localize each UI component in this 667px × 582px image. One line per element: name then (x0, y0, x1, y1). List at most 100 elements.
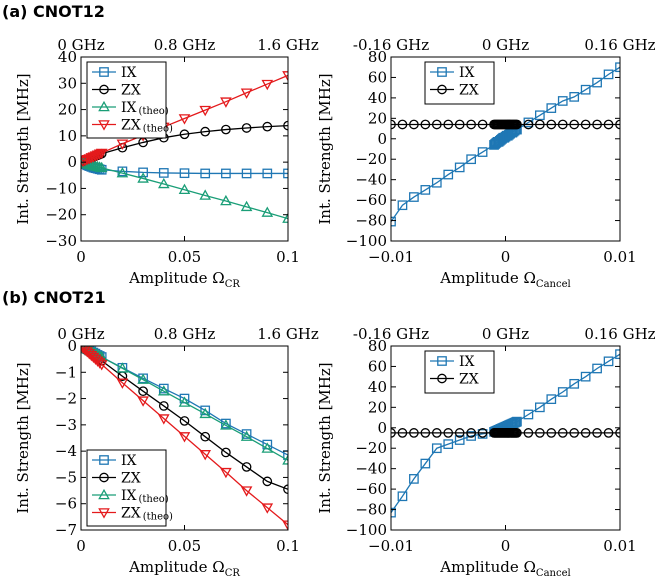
data-point (466, 428, 476, 438)
data-point (603, 69, 614, 80)
legend-entry: IX (121, 453, 137, 469)
panel-label-b: (b) CNOT21 (2, 288, 106, 307)
data-point (466, 154, 477, 165)
data-point (241, 123, 252, 133)
data-point (241, 168, 252, 179)
data-point (603, 356, 614, 367)
x-axis-label: Amplitude ΩCR (128, 269, 240, 290)
data-point (523, 428, 534, 438)
data-point (512, 428, 522, 438)
data-point (512, 119, 522, 130)
data-point (420, 458, 431, 469)
y-tick-label: 60 (368, 357, 387, 375)
data-point (523, 409, 534, 420)
legend-marker (437, 67, 447, 77)
data-point (138, 167, 148, 178)
data-point (603, 119, 614, 130)
data-point (157, 385, 170, 396)
data-point (391, 216, 396, 227)
data-point (93, 149, 106, 160)
x-tick-label: 0 (501, 537, 511, 555)
chart-panel-2: −0.01 0 0.01 -0.16 GHz 0 GHz 0.16 GHz −100 −80 −… (316, 36, 656, 290)
data-point (240, 430, 253, 441)
data-point (282, 71, 288, 82)
data-point (178, 432, 191, 443)
data-point (199, 189, 212, 200)
legend-marker (99, 472, 109, 483)
data-point (138, 386, 148, 397)
y-tick-label: −2 (55, 390, 77, 408)
y-tick-label: −20 (45, 206, 77, 224)
data-point (221, 168, 231, 179)
data-point (580, 119, 591, 130)
y-tick-label: −20 (355, 150, 387, 168)
data-point (158, 168, 169, 178)
data-point (443, 169, 454, 180)
data-point (116, 167, 129, 178)
x-tick-label: 0.1 (276, 248, 300, 266)
data-point (557, 428, 568, 438)
data-point (443, 119, 454, 130)
data-point (592, 119, 602, 130)
data-point (179, 168, 190, 179)
top-tick-label: 0 GHz (57, 325, 104, 343)
series-layer (81, 71, 288, 223)
data-point (592, 77, 602, 88)
legend-entry: ZX (459, 372, 479, 388)
legend-marker (98, 120, 110, 131)
x-tick-label: 0 (501, 248, 511, 266)
data-point (431, 177, 442, 188)
y-tick-label: −5 (55, 468, 77, 486)
data-point (420, 185, 431, 195)
data-point (523, 119, 534, 130)
data-point (409, 428, 419, 438)
data-point (397, 491, 408, 502)
legend-marker (99, 67, 109, 77)
data-point (240, 200, 253, 212)
data-point (137, 396, 149, 407)
data-point (546, 394, 557, 405)
data-point (477, 119, 488, 130)
series-line-2 (82, 162, 288, 220)
legend-marker (437, 356, 447, 366)
data-point (262, 476, 273, 487)
y-tick-label: −60 (355, 191, 387, 209)
x-tick-label: −0.01 (368, 537, 414, 555)
data-point (221, 124, 231, 135)
data-point (443, 428, 454, 438)
data-point (592, 428, 602, 438)
data-point (443, 439, 454, 449)
data-point (391, 119, 396, 130)
data-point (199, 450, 212, 461)
data-point (454, 119, 465, 130)
data-point (569, 119, 580, 130)
legend-marker (437, 84, 447, 95)
series-line-2 (82, 346, 288, 461)
y-tick-label: 80 (368, 337, 387, 355)
data-point (220, 97, 232, 108)
data-point (454, 162, 465, 173)
data-point (431, 119, 442, 130)
top-tick-label: 0.16 GHz (584, 36, 655, 54)
data-point (158, 401, 169, 411)
x-tick-label: 0.05 (168, 537, 201, 555)
y-tick-label: −20 (355, 439, 387, 457)
y-tick-label: 40 (58, 48, 77, 66)
y-tick-label: −10 (45, 179, 77, 197)
data-point (240, 486, 253, 497)
y-tick-label: 20 (368, 109, 387, 127)
data-point (557, 119, 568, 130)
legend-entry: IX (459, 65, 475, 81)
y-tick-label: −40 (355, 171, 387, 189)
y-tick-label: −6 (55, 495, 77, 513)
data-point (262, 168, 273, 179)
data-point (261, 206, 274, 217)
y-tick-label: −80 (355, 501, 387, 519)
legend-entry: ZX (theo) (121, 506, 173, 523)
data-point (93, 358, 106, 369)
series-layer (391, 62, 620, 227)
top-tick-label: 0 GHz (482, 36, 529, 54)
data-point (512, 416, 522, 427)
